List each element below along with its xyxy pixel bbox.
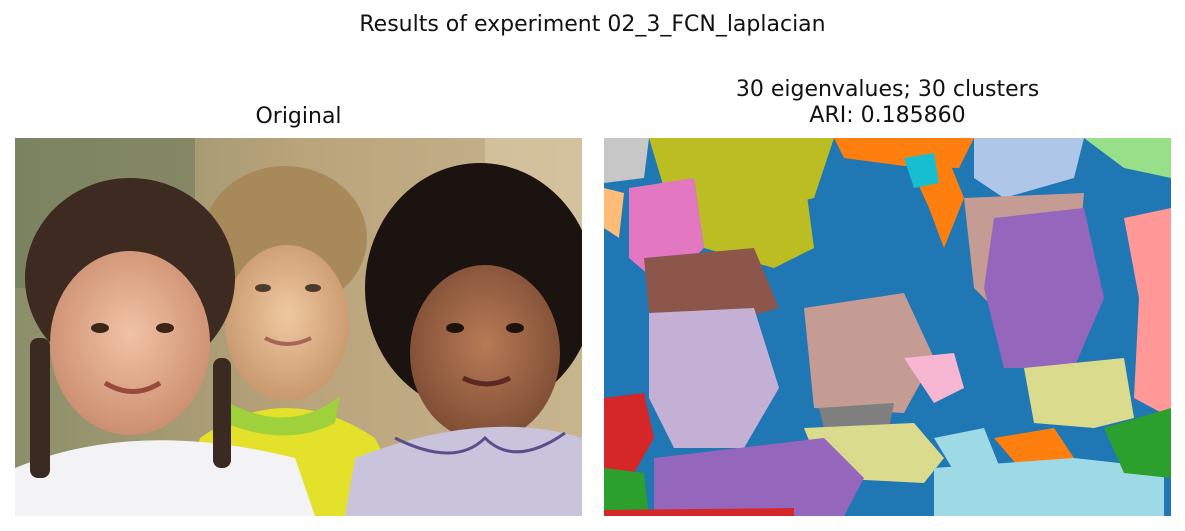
panel-title-segmentation: 30 eigenvalues; 30 clusters ARI: 0.18586… [604,77,1171,129]
panel-title-segmentation-line2: ARI: 0.185860 [809,103,966,128]
panel-title-segmentation-line1: 30 eigenvalues; 30 clusters [735,77,1040,102]
figure-suptitle: Results of experiment 02_3_FCN_laplacian [359,12,826,37]
panel-title-original: Original [15,104,582,130]
original-image [15,138,582,516]
segmentation-image [604,138,1171,516]
panel-title-original-text: Original [255,104,342,129]
